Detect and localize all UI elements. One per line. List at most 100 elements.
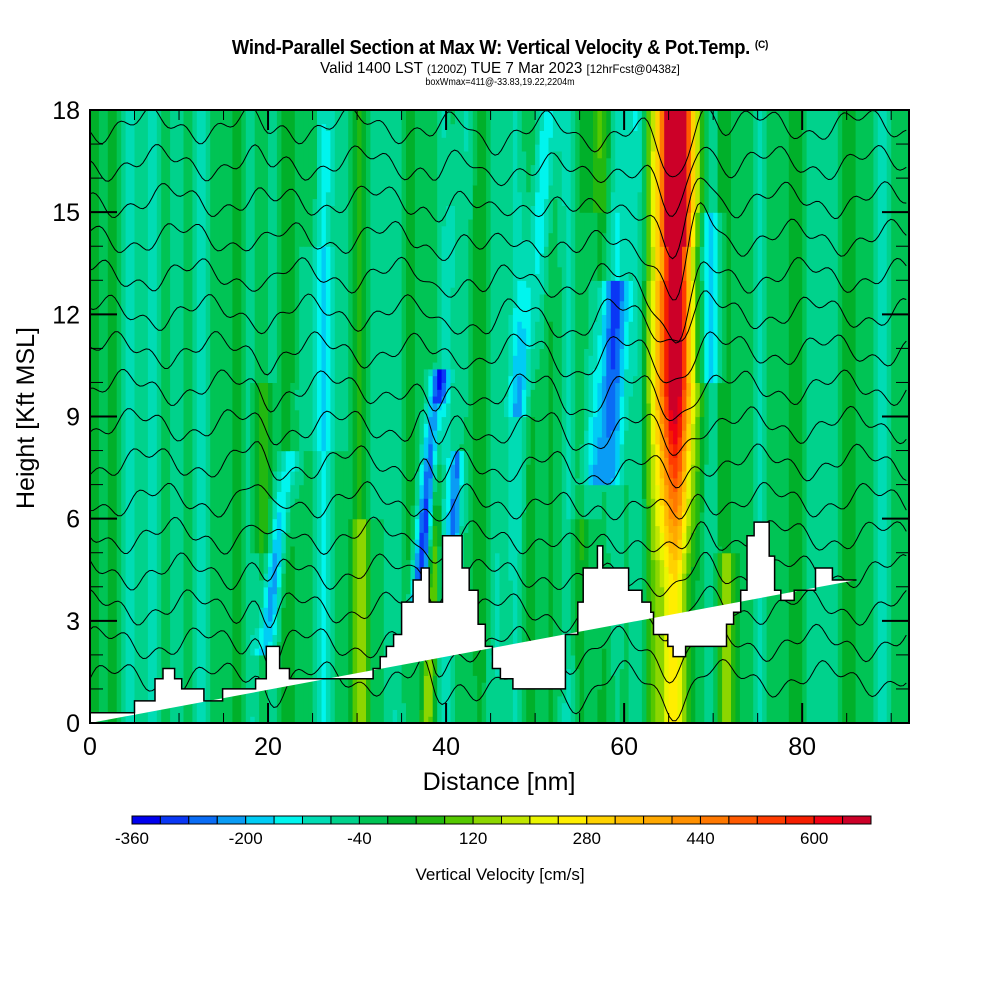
field-cell	[521, 416, 527, 513]
field-cell	[548, 184, 554, 234]
field-cell	[401, 110, 407, 704]
field-cell	[682, 430, 688, 452]
field-cell	[762, 110, 768, 723]
y-tick-labels: 0 3 6 9 12 15 18	[52, 97, 80, 738]
field-cell	[539, 253, 545, 295]
field-cell	[650, 246, 656, 281]
field-cell	[597, 212, 603, 281]
field-cell	[276, 450, 282, 472]
field-cell	[722, 110, 728, 213]
field-cell	[601, 212, 607, 234]
field-cell	[521, 239, 527, 281]
field-cell	[285, 511, 291, 533]
field-cell	[628, 273, 634, 281]
field-cell	[210, 110, 216, 723]
field-cell	[290, 110, 296, 383]
field-cell	[446, 368, 452, 390]
field-cell	[659, 505, 665, 533]
field-cell	[833, 110, 839, 723]
field-cell	[668, 430, 674, 445]
colorbar-tick-label: 280	[573, 829, 601, 848]
field-cell	[673, 457, 679, 479]
field-cell	[463, 150, 469, 418]
field-cell	[308, 450, 314, 723]
field-cell	[196, 110, 202, 723]
field-cell	[276, 607, 282, 642]
field-cell	[312, 246, 318, 452]
field-cell	[495, 552, 501, 676]
field-cell	[544, 198, 550, 247]
field-cell	[606, 328, 612, 438]
field-cell	[677, 505, 683, 526]
field-cell	[517, 416, 523, 554]
field-cell	[423, 675, 429, 723]
field-cell	[673, 525, 679, 547]
field-cell	[294, 389, 300, 411]
field-cell	[539, 130, 545, 254]
colorbar-segment	[756, 815, 787, 825]
field-cell	[477, 110, 483, 723]
field-cell	[406, 634, 412, 723]
field-cell	[682, 110, 688, 247]
field-cell	[570, 654, 576, 723]
field-cell	[677, 539, 683, 561]
field-cell	[593, 280, 599, 322]
field-cell	[668, 518, 674, 533]
field-cell	[134, 110, 140, 723]
terrain	[89, 521, 857, 723]
field-cell	[294, 471, 300, 499]
field-cell	[593, 464, 599, 486]
field-cell	[268, 566, 274, 588]
field-cell	[512, 355, 518, 404]
field-cell	[512, 110, 518, 309]
field-cell	[579, 443, 585, 486]
field-cell	[481, 110, 487, 683]
field-cell	[530, 416, 536, 723]
field-cell	[437, 627, 443, 723]
field-cell	[419, 484, 425, 499]
theta-contour	[90, 585, 907, 646]
field-cell	[116, 110, 122, 723]
field-cell	[303, 110, 309, 247]
field-cell	[557, 110, 563, 152]
field-cell	[539, 293, 545, 349]
field-cell	[468, 110, 474, 220]
field-cell	[650, 559, 656, 723]
field-cell	[526, 348, 532, 397]
field-cell	[704, 464, 710, 723]
field-cell	[419, 532, 425, 601]
field-cell	[437, 368, 443, 390]
field-cell	[512, 402, 518, 418]
field-cell	[601, 110, 607, 213]
field-cell	[544, 246, 550, 295]
field-cell	[673, 511, 679, 527]
field-cell	[579, 559, 585, 723]
field-cell	[704, 382, 710, 465]
field-cell	[548, 232, 554, 322]
chart-subtitle: Valid 1400 LST (1200Z) TUE 7 Mar 2023 [1…	[25, 60, 975, 78]
field-cell	[664, 545, 670, 567]
field-cell	[619, 280, 625, 302]
field-cell	[517, 552, 523, 723]
field-cell	[441, 416, 447, 465]
field-cell	[312, 110, 318, 200]
field-cell	[628, 396, 634, 723]
field-cell	[459, 110, 465, 445]
field-cell	[170, 110, 176, 723]
field-cell	[450, 110, 456, 125]
field-cell	[179, 110, 185, 723]
field-cell	[272, 382, 278, 472]
field-cell	[699, 212, 705, 247]
field-cell	[472, 110, 478, 186]
field-cell	[352, 518, 358, 723]
field-cell	[428, 368, 434, 377]
field-cell	[441, 402, 447, 418]
box-info: boxWmax=411@-33.83,19.22,2204m	[425, 77, 575, 88]
field-cell	[615, 382, 621, 431]
field-cell	[263, 607, 269, 656]
field-cell	[450, 464, 456, 499]
field-cell	[682, 389, 688, 411]
field-cell	[352, 110, 358, 520]
field-cell	[535, 110, 541, 145]
field-cell	[343, 110, 349, 452]
